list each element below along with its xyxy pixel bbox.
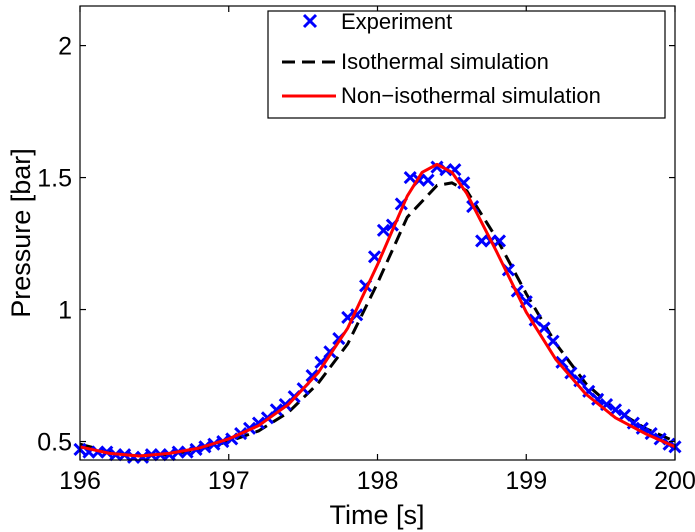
y-tick-label: 0.5 <box>37 429 72 457</box>
x-tick-label: 200 <box>654 467 695 495</box>
experiment-point <box>635 421 649 435</box>
experiment-point <box>430 160 444 174</box>
experiment-point <box>305 368 319 383</box>
experiment-point <box>537 321 551 335</box>
experiment-point <box>269 403 283 417</box>
experiment-point <box>135 450 150 464</box>
x-tick-label: 197 <box>208 467 250 495</box>
experiment-point <box>591 392 605 406</box>
legend: Experiment Isothermal simulation Non−iso… <box>267 9 666 119</box>
y-tick-label: 2 <box>58 33 72 61</box>
legend-label-isothermal: Isothermal simulation <box>341 49 549 74</box>
experiment-point <box>314 355 328 369</box>
x-tick-label: 199 <box>505 467 547 495</box>
legend-label-experiment: Experiment <box>341 9 452 34</box>
legend-item-non-isothermal: Non−isothermal simulation <box>282 83 601 108</box>
experiment-point <box>421 173 435 187</box>
experiment-point <box>492 234 507 248</box>
legend-item-isothermal: Isothermal simulation <box>282 49 549 74</box>
series-line-non-isothermal <box>79 162 676 458</box>
x-tick-label: 198 <box>357 467 399 495</box>
experiment-point <box>555 355 569 369</box>
legend-box <box>267 10 666 119</box>
legend-item-experiment: Experiment <box>302 9 452 34</box>
y-tick-label: 1 <box>58 297 72 325</box>
experiment-point <box>403 171 417 185</box>
experiment-point <box>376 223 391 237</box>
experiment-point <box>546 334 560 348</box>
series-layer <box>73 160 682 464</box>
ticks-layer: 196 197 198 199 200 0.5 1 1.5 2 <box>37 6 695 495</box>
x-axis-label: Time [s] <box>329 500 424 530</box>
legend-label-non-isothermal: Non−isothermal simulation <box>341 83 601 108</box>
x-tick-label: 196 <box>59 467 101 495</box>
y-axis-label: Pressure [bar] <box>6 148 36 318</box>
y-tick-label: 1.5 <box>37 165 72 193</box>
legend-marker-experiment <box>302 13 318 29</box>
